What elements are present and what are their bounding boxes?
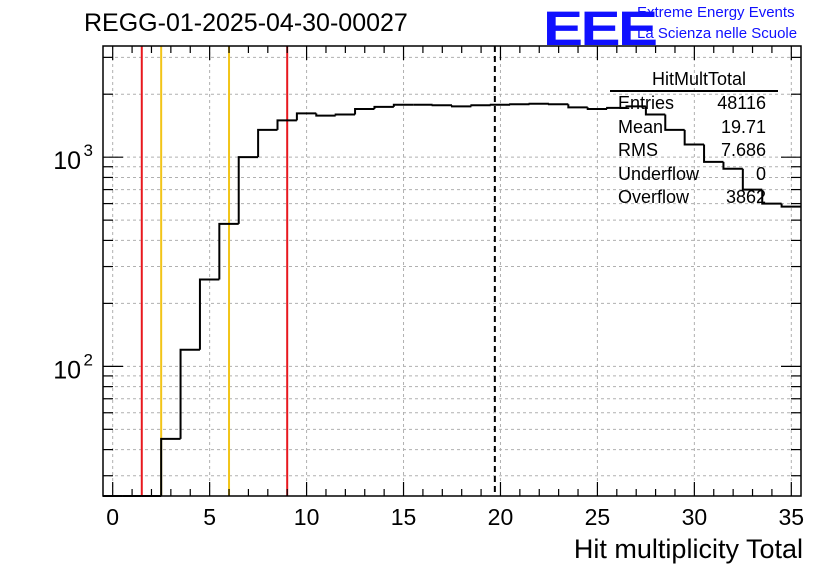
histogram-bin bbox=[722, 161, 743, 170]
logo-subtitle-1: Extreme Energy Events bbox=[637, 4, 795, 21]
x-tick-label: 25 bbox=[585, 504, 611, 530]
stats-title: HitMultTotal bbox=[651, 69, 747, 89]
histogram-bin bbox=[295, 112, 317, 121]
histogram-bin bbox=[179, 348, 200, 439]
stats-label: Mean bbox=[618, 116, 664, 137]
histogram-bin bbox=[315, 113, 336, 117]
y-tick-label-exponent: 3 bbox=[84, 141, 93, 160]
histogram-bin bbox=[606, 106, 627, 109]
histogram-bin bbox=[741, 168, 763, 191]
histogram-bin bbox=[198, 278, 220, 350]
histogram-bin bbox=[257, 128, 278, 158]
histogram-bin bbox=[761, 189, 782, 205]
histogram-bin bbox=[334, 113, 356, 116]
stats-divider bbox=[610, 90, 778, 92]
x-tick-label: 20 bbox=[488, 504, 514, 530]
histogram-bin bbox=[489, 103, 511, 106]
histogram-bin bbox=[276, 119, 297, 130]
x-tick-label: 15 bbox=[391, 504, 417, 530]
histogram-bin bbox=[625, 105, 646, 108]
histogram-bin bbox=[354, 107, 375, 115]
logo-subtitle-2: La Scienza nelle Scuole bbox=[637, 25, 798, 42]
histogram-bin bbox=[509, 103, 530, 106]
y-tick-label: 10 bbox=[53, 356, 81, 384]
stats-box: HitMultTotal Entries 48116 Mean 19.71 RM… bbox=[610, 68, 778, 210]
histogram-bin bbox=[470, 104, 491, 107]
stats-row-underflow: Underflow 0 bbox=[610, 163, 778, 187]
stats-value: 3862 bbox=[725, 187, 766, 207]
histogram-bin bbox=[547, 103, 569, 106]
stats-row-rms: RMS 7.686 bbox=[610, 139, 778, 163]
histogram-bin bbox=[644, 106, 666, 116]
stats-row-mean: Mean 19.71 bbox=[610, 116, 778, 140]
histogram-bin bbox=[392, 103, 414, 107]
grid-lines bbox=[103, 46, 801, 496]
x-tick-label: 0 bbox=[106, 504, 119, 530]
histogram-bin bbox=[373, 105, 394, 109]
histogram-bin bbox=[780, 203, 801, 208]
histogram-bin bbox=[218, 222, 239, 280]
x-tick-label: 35 bbox=[779, 504, 805, 530]
y-tick-label-exponent: 2 bbox=[84, 350, 93, 369]
histogram-bin bbox=[237, 156, 259, 224]
histogram-bin bbox=[683, 129, 705, 146]
cut-lines bbox=[140, 46, 496, 496]
stats-value: 7.686 bbox=[720, 140, 766, 160]
eee-logo: EEE bbox=[543, 3, 658, 56]
axes bbox=[102, 45, 802, 497]
stats-value: 0 bbox=[755, 163, 766, 184]
stats-label: Underflow bbox=[618, 163, 700, 184]
histogram-bin bbox=[528, 102, 549, 105]
histogram-bin bbox=[451, 105, 472, 108]
stats-label: Entries bbox=[618, 93, 675, 113]
histogram-bin bbox=[664, 114, 685, 131]
y-tick-label: 10 bbox=[53, 147, 81, 175]
histogram-bin bbox=[160, 437, 181, 496]
x-tick-label: 10 bbox=[294, 504, 320, 530]
histogram-bin bbox=[703, 144, 724, 163]
stats-label: Overflow bbox=[618, 187, 690, 207]
histogram-bin bbox=[567, 104, 588, 109]
page-title: REGG-01-2025-04-30-00027 bbox=[84, 9, 408, 37]
stats-value: 48116 bbox=[717, 93, 766, 113]
histogram-bin bbox=[431, 104, 452, 107]
stats-value: 19.71 bbox=[720, 116, 766, 137]
x-tick-label: 5 bbox=[203, 504, 216, 530]
stats-row-overflow: Overflow 3862 bbox=[610, 186, 778, 210]
histogram-bin bbox=[586, 107, 608, 110]
stats-row-entries: Entries 48116 bbox=[610, 92, 778, 116]
x-axis-title: Hit multiplicity Total bbox=[573, 534, 803, 564]
plot-frame bbox=[102, 45, 802, 497]
x-tick-label: 30 bbox=[682, 504, 708, 530]
stats-label: RMS bbox=[618, 140, 658, 160]
histogram-steps bbox=[103, 102, 801, 497]
